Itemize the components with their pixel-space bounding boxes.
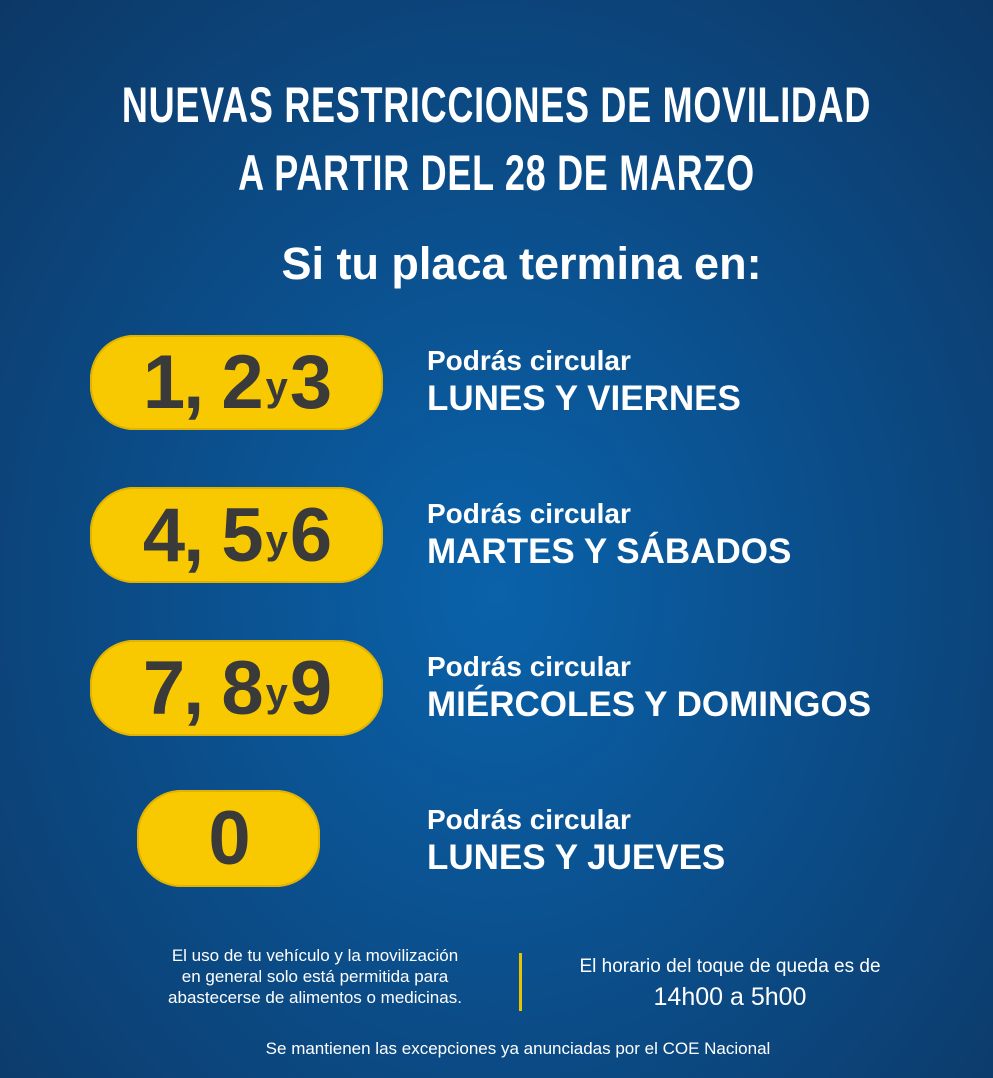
plate-badge-0: 0 — [137, 790, 320, 887]
conjunction: y — [265, 671, 288, 715]
digit: 9 — [289, 645, 332, 731]
digit: 1, — [142, 340, 204, 425]
conjunction: y — [265, 365, 288, 409]
row-days: LUNES Y JUEVES — [427, 838, 726, 877]
curfew-info: El horario del toque de queda es de 14h0… — [530, 955, 930, 1015]
digit: 8 — [221, 645, 263, 731]
row-label: Podrás circular — [427, 651, 631, 682]
title-line-1: NUEVAS RESTRICCIONES DE MOVILIDAD — [121, 77, 872, 133]
row-days: LUNES Y VIERNES — [427, 379, 741, 418]
row-days: MIÉRCOLES Y DOMINGOS — [427, 685, 872, 724]
title-line-2: A PARTIR DEL 28 DE MARZO — [238, 145, 755, 201]
row-info-4: Podrás circular LUNES Y JUEVES — [427, 804, 725, 880]
usage-note-line: El uso de tu vehículo y la movilización — [171, 946, 459, 965]
row-info-1: Podrás circular LUNES Y VIERNES — [427, 345, 741, 421]
curfew-label: El horario del toque de queda es de — [579, 956, 881, 977]
usage-note: El uso de tu vehículo y la movilización … — [110, 945, 520, 1008]
row-info-3: Podrás circular MIÉRCOLES Y DOMINGOS — [427, 651, 871, 727]
row-days: MARTES Y SÁBADOS — [427, 532, 792, 571]
row-label: Podrás circular — [427, 345, 631, 376]
digit: 5 — [221, 492, 263, 578]
row-label: Podrás circular — [427, 498, 631, 529]
exceptions-note: Se mantienen las excepciones ya anunciad… — [265, 1039, 771, 1058]
digit: 3 — [289, 340, 332, 425]
divider — [519, 953, 522, 1011]
curfew-time: 14h00 a 5h00 — [653, 983, 807, 1011]
row-label: Podrás circular — [427, 804, 631, 835]
digit: 6 — [289, 492, 332, 578]
usage-note-line: en general solo está permitida para — [181, 967, 449, 986]
digit: 0 — [208, 796, 250, 881]
usage-note-line: abastecerse de alimentos o medicinas. — [168, 988, 462, 1007]
conjunction: y — [265, 518, 288, 562]
digit: 2 — [221, 340, 263, 425]
digit: 7, — [142, 645, 204, 731]
row-info-2: Podrás circular MARTES Y SÁBADOS — [427, 498, 791, 574]
subtitle: Si tu placa termina en: — [281, 238, 762, 289]
digit: 4, — [142, 492, 204, 578]
